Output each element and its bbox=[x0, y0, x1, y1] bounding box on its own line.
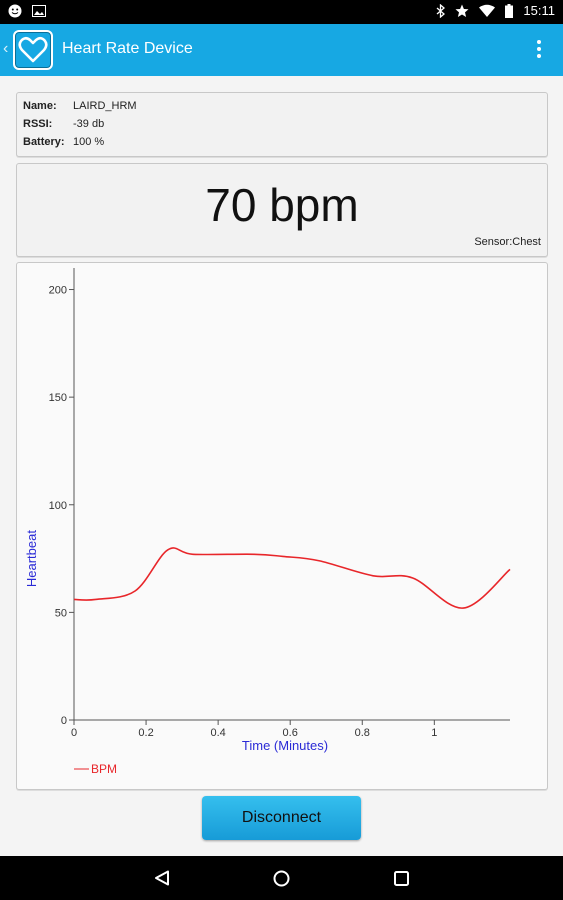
name-value: LAIRD_HRM bbox=[73, 100, 137, 112]
heart-rate-chart: 0 50 100 150 200 0 0.2 0.4 0.6 0.8 1 Time (Minutes)… bbox=[24, 268, 511, 776]
overflow-menu-icon[interactable] bbox=[533, 38, 545, 62]
rssi-label: RSSI: bbox=[23, 118, 53, 130]
device-info-card: Name: LAIRD_HRM RSSI: -39 db Battery: 100 % bbox=[16, 92, 548, 157]
status-time: 15:11 bbox=[523, 3, 555, 18]
back-triangle-icon[interactable] bbox=[154, 870, 170, 886]
heart-logo-icon[interactable] bbox=[13, 30, 53, 70]
sensor-location: Sensor:Chest bbox=[474, 236, 541, 248]
heart-rate-value: 70 bpm bbox=[205, 179, 359, 231]
y-axis-label: Heartbeat bbox=[24, 530, 39, 587]
x-tick-label: 0.4 bbox=[210, 727, 225, 739]
battery-value: 100 % bbox=[73, 136, 105, 148]
x-tick-label: 0.8 bbox=[355, 727, 370, 739]
y-tick-label: 150 bbox=[49, 392, 67, 404]
y-tick-label: 100 bbox=[49, 500, 67, 512]
series-line-bpm bbox=[73, 547, 511, 609]
rssi-value: -39 db bbox=[73, 118, 105, 130]
name-label: Name: bbox=[23, 100, 57, 112]
battery-label: Battery: bbox=[23, 136, 65, 148]
x-axis-label: Time (Minutes) bbox=[242, 738, 328, 753]
home-circle-icon[interactable] bbox=[273, 870, 290, 887]
x-tick-label: 0.6 bbox=[283, 727, 298, 739]
y-tick-label: 0 bbox=[61, 715, 67, 727]
y-tick-label: 50 bbox=[55, 607, 67, 619]
y-tick-label: 200 bbox=[49, 285, 67, 297]
battery-icon bbox=[505, 3, 514, 18]
x-tick-label: 0 bbox=[71, 727, 77, 739]
app-title: Heart Rate Device bbox=[62, 40, 193, 57]
app-bar: ‹ Heart Rate Device bbox=[0, 24, 563, 76]
disconnect-button[interactable]: Disconnect bbox=[202, 796, 361, 840]
bluetooth-icon bbox=[436, 3, 446, 18]
battery-row: Battery: 100 % bbox=[23, 136, 104, 148]
star-icon bbox=[455, 4, 469, 17]
heart-rate-chart-card: 0 50 100 150 200 0 0.2 0.4 0.6 0.8 1 Time (Minutes)… bbox=[16, 262, 548, 790]
notification-face-icon bbox=[8, 4, 22, 18]
x-tick-label: 0.2 bbox=[138, 727, 153, 739]
back-chevron-icon[interactable]: ‹ bbox=[3, 40, 9, 57]
rssi-row: RSSI: -39 db bbox=[23, 118, 104, 130]
x-tick-label: 1 bbox=[431, 727, 437, 739]
heart-rate-card: 70 bpm Sensor:Chest bbox=[16, 163, 548, 257]
image-icon bbox=[32, 5, 46, 17]
recents-square-icon[interactable] bbox=[394, 871, 409, 886]
navigation-bar bbox=[0, 856, 563, 900]
name-row: Name: LAIRD_HRM bbox=[23, 100, 137, 112]
legend-label: BPM bbox=[91, 762, 117, 776]
status-bar: 15:11 bbox=[0, 0, 563, 24]
wifi-icon bbox=[479, 4, 496, 17]
